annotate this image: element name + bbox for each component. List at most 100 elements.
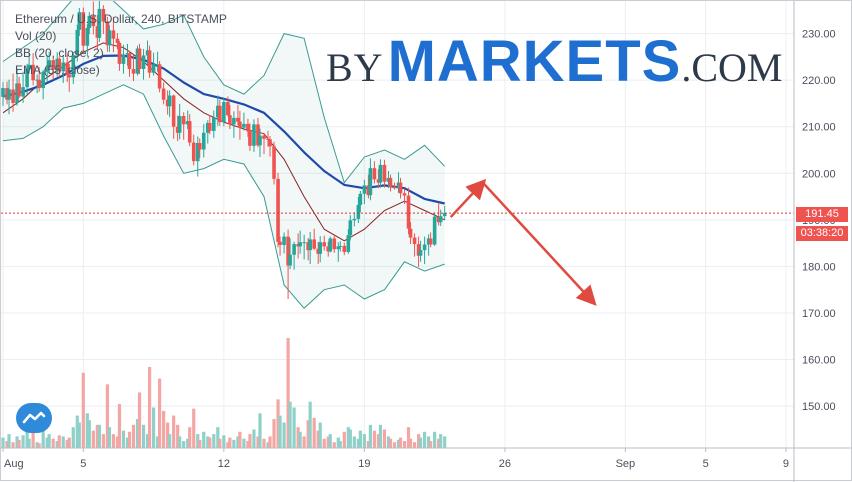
candle-up bbox=[338, 245, 343, 247]
volume-bar bbox=[356, 438, 360, 448]
volume-bar bbox=[198, 439, 202, 448]
volume-bar bbox=[95, 424, 99, 448]
candle-up bbox=[222, 102, 226, 123]
chart-legend: Ethereum / U.S. Dollar, 240, BITSTAMP Vo… bbox=[15, 11, 227, 79]
candle-up bbox=[422, 244, 427, 251]
volume-bar bbox=[302, 436, 306, 448]
candle-down bbox=[11, 89, 15, 103]
candle-down bbox=[207, 122, 212, 131]
volume-indicator-label[interactable]: Vol (20) bbox=[15, 29, 57, 43]
candle-down bbox=[316, 248, 320, 254]
candle-down bbox=[398, 182, 403, 194]
candle-down bbox=[402, 193, 407, 196]
candle-down bbox=[111, 30, 116, 39]
volume-bar bbox=[326, 436, 330, 448]
volume-bar bbox=[186, 438, 190, 448]
volume-bar bbox=[202, 431, 206, 448]
candle-up bbox=[15, 83, 19, 103]
volume-bar bbox=[238, 431, 242, 448]
volume-bar bbox=[262, 438, 266, 448]
candle-up bbox=[362, 185, 367, 194]
candle-down bbox=[218, 105, 222, 123]
grid bbox=[1, 1, 794, 448]
volume-bar bbox=[232, 439, 236, 448]
candle-up bbox=[71, 55, 76, 78]
ema-indicator-label[interactable]: EMA (55, close) bbox=[15, 63, 100, 77]
volume-bar bbox=[366, 441, 370, 448]
candle-down bbox=[95, 26, 100, 38]
volume-bar bbox=[378, 424, 383, 448]
y-tick-label: 210.00 bbox=[802, 122, 836, 134]
candle-up bbox=[121, 54, 126, 64]
candle-down bbox=[366, 185, 371, 196]
candle-up bbox=[288, 254, 292, 266]
volume-bar bbox=[206, 436, 210, 448]
candle-up bbox=[7, 89, 11, 100]
volume-bar bbox=[47, 434, 51, 448]
candle-up bbox=[346, 235, 351, 252]
candle-down bbox=[416, 244, 421, 256]
candle-down bbox=[412, 237, 417, 245]
candle-down bbox=[228, 115, 232, 125]
volume-bar bbox=[21, 435, 25, 448]
volume-bar bbox=[5, 441, 9, 448]
volume-bar bbox=[67, 437, 71, 448]
volume-bar bbox=[172, 415, 176, 448]
volume-bar bbox=[147, 366, 152, 448]
symbol-title[interactable]: Ethereum / U.S. Dollar, 240, BITSTAMP bbox=[15, 12, 227, 26]
candle-down bbox=[278, 241, 282, 245]
last-price-tag: 191.45 bbox=[796, 207, 848, 222]
volume-bar bbox=[137, 392, 142, 448]
bb-band-fill bbox=[3, 1, 445, 309]
volume-bar bbox=[296, 427, 300, 448]
candle-down bbox=[266, 138, 270, 140]
candle-up bbox=[27, 64, 31, 69]
candle-down bbox=[276, 178, 280, 242]
candle-down bbox=[175, 126, 180, 133]
candle-down bbox=[408, 228, 413, 238]
volume-bar bbox=[131, 424, 136, 448]
volume-bar bbox=[111, 434, 116, 448]
candle-up bbox=[61, 62, 66, 72]
tradingview-logo-icon[interactable] bbox=[16, 403, 52, 433]
candle-up bbox=[1, 88, 5, 97]
candle-down bbox=[17, 83, 21, 97]
candle-down bbox=[31, 64, 35, 81]
x-tick-label: 26 bbox=[499, 458, 511, 470]
bollinger-indicator-label[interactable]: BB (20, close, 2) bbox=[15, 46, 104, 60]
volume-bar bbox=[31, 431, 35, 448]
candle-up bbox=[282, 236, 286, 245]
volume-bar bbox=[278, 415, 282, 448]
volume-bar bbox=[135, 419, 140, 448]
volume-bar bbox=[423, 431, 427, 448]
candle-down bbox=[197, 143, 202, 150]
volume-bar bbox=[11, 442, 15, 448]
x-tick-label: Sep bbox=[616, 458, 636, 470]
candle-down bbox=[81, 12, 86, 46]
candle-up bbox=[21, 87, 25, 97]
candle-up bbox=[55, 58, 60, 70]
volume-bar bbox=[75, 415, 79, 448]
candle-down bbox=[165, 99, 170, 107]
candle-up bbox=[135, 48, 140, 74]
candle-up bbox=[87, 15, 92, 29]
candle-up bbox=[442, 213, 447, 217]
candle-down bbox=[238, 121, 242, 128]
candle-down bbox=[332, 238, 337, 250]
volume-bar bbox=[115, 436, 120, 448]
candle-down bbox=[5, 88, 9, 100]
candle-down bbox=[91, 15, 96, 27]
volume-bar bbox=[55, 441, 59, 448]
volume-bar bbox=[433, 431, 437, 448]
volume-bar bbox=[226, 442, 230, 448]
volume-bar bbox=[15, 436, 19, 448]
candle-up bbox=[85, 28, 90, 46]
volume-bar bbox=[288, 401, 292, 448]
volume-bar bbox=[248, 434, 252, 448]
candle-down bbox=[268, 139, 272, 147]
candle-up bbox=[308, 239, 312, 251]
x-tick-label: 9 bbox=[783, 458, 789, 470]
candle-down bbox=[117, 42, 122, 64]
